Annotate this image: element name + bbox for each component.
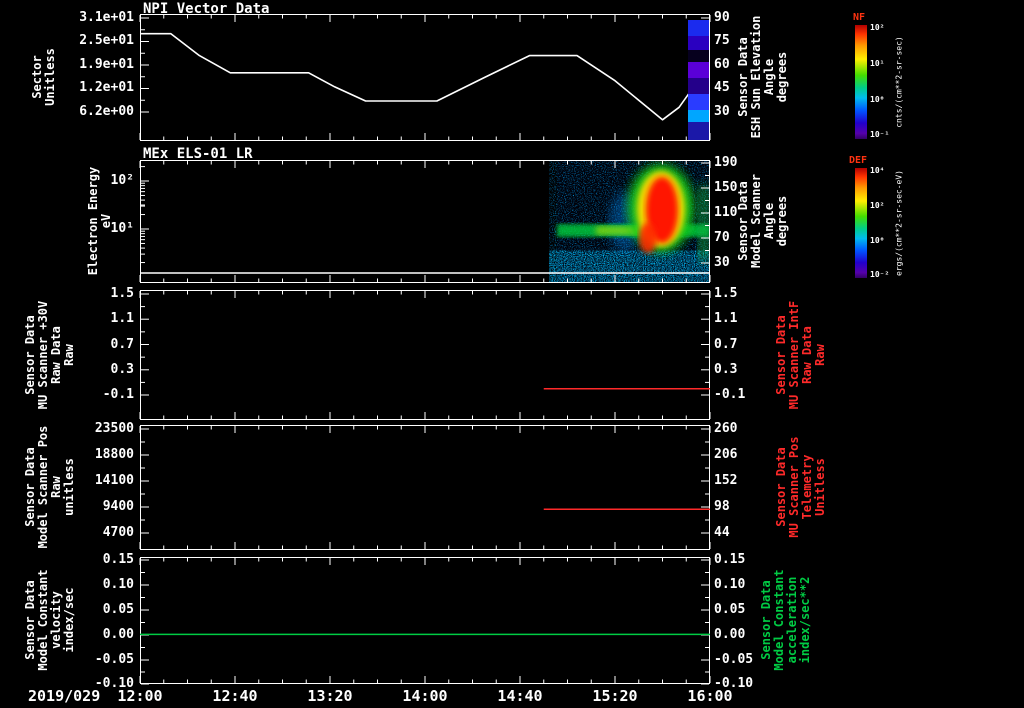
p5-right-tick-2: 0.05 (714, 602, 746, 617)
p1-right-tick-1: 75 (714, 33, 730, 48)
x-tick-0: 12:00 (117, 687, 163, 705)
p4-left-label: Sensor Data Model Scanner Pos Raw unitle… (23, 425, 76, 549)
def-colorbar-unit: ergs/(cm**2-sr-sec-eV) (894, 170, 904, 276)
p2-right-tick-3: 70 (714, 230, 730, 245)
p4-left-tick-1: 18800 (94, 447, 134, 462)
x-tick-5: 15:20 (592, 687, 638, 705)
p5-right-tick-0: 0.15 (714, 552, 746, 567)
x-tick-3: 14:00 (402, 687, 448, 705)
p4-right-tick-1: 206 (714, 447, 738, 462)
p2-left-label: Electron Energy eV (86, 166, 113, 276)
p2-right-tick-2: 110 (714, 205, 738, 220)
p4-right-tick-3: 98 (714, 499, 730, 514)
x-tick-1: 12:40 (212, 687, 258, 705)
nf-cb-tick-3: 10⁻¹ (870, 130, 890, 139)
p5-left-tick-2: 0.05 (102, 602, 134, 617)
p3-right-label: Sensor Data MU Scanner IntF Raw Data Raw (774, 300, 827, 410)
p5-left-tick-3: 0.00 (102, 627, 134, 642)
p1-right-tick-4: 30 (714, 104, 730, 119)
nf-cb-tick-2: 10⁰ (870, 95, 885, 104)
p3-left-tick-0: 1.5 (110, 286, 134, 301)
panel1-title: NPI Vector Data (143, 1, 270, 17)
p2-right-tick-4: 30 (714, 255, 730, 270)
p2-right-label: Sensor Data Model Scanner Angle degrees (736, 174, 789, 268)
p1-right-tick-0: 90 (714, 10, 730, 25)
p1-right-tick-3: 45 (714, 80, 730, 95)
p4-left-tick-3: 9400 (102, 499, 134, 514)
p2-right-tick-0: 190 (714, 155, 738, 170)
p4-left-tick-0: 23500 (94, 421, 134, 436)
p5-right-tick-5: -0.10 (714, 676, 754, 691)
panel2-title: MEx ELS-01 LR (143, 146, 253, 162)
p3-left-tick-3: 0.3 (110, 362, 134, 377)
p3-right-tick-4: -0.1 (714, 387, 746, 402)
nf-colorbar-unit: cnts/(cm**2-sr-sec) (894, 36, 904, 128)
def-colorbar-title: DEF (849, 155, 868, 166)
p4-right-tick-2: 152 (714, 473, 738, 488)
p2-left-tick-1: 10¹ (110, 221, 134, 236)
p5-left-tick-0: 0.15 (102, 552, 134, 567)
p3-left-tick-1: 1.1 (110, 311, 134, 326)
p5-left-tick-1: 0.10 (102, 577, 134, 592)
p1-right-tick-2: 60 (714, 57, 730, 72)
def-cb-tick-3: 10⁻² (870, 270, 890, 279)
p5-right-tick-4: -0.05 (714, 652, 754, 667)
nf-cb-tick-0: 10² (870, 23, 885, 32)
p1-left-label: Sector Unitless (30, 48, 57, 106)
p4-right-label: Sensor Data MU Scanner Pos Telemetry Uni… (774, 436, 827, 538)
nf-cb-tick-1: 10¹ (870, 59, 885, 68)
p1-left-tick-0: 3.1e+01 (79, 10, 134, 25)
x-tick-4: 14:40 (497, 687, 543, 705)
p3-right-tick-0: 1.5 (714, 286, 738, 301)
p5-right-label: Sensor Data Model Constant acceleration … (759, 569, 812, 671)
p1-left-tick-2: 1.9e+01 (79, 57, 134, 72)
x-tick-2: 13:20 (307, 687, 353, 705)
p2-left-tick-0: 10² (110, 173, 134, 188)
p3-right-tick-1: 1.1 (714, 311, 738, 326)
def-cb-tick-0: 10⁴ (870, 166, 885, 175)
p1-left-tick-3: 1.2e+01 (79, 80, 134, 95)
p5-right-tick-1: 0.10 (714, 577, 746, 592)
nf-colorbar (855, 25, 867, 139)
date-label: 2019/029 (28, 687, 101, 705)
p5-left-tick-5: -0.10 (94, 676, 134, 691)
p3-left-label: Sensor Data MU Scanner +30V Raw Data Raw (23, 300, 76, 410)
p3-left-tick-2: 0.7 (110, 337, 134, 352)
p2-right-tick-1: 150 (714, 180, 738, 195)
p4-left-tick-4: 4700 (102, 525, 134, 540)
p1-left-tick-4: 6.2e+00 (79, 104, 134, 119)
els-spectrogram (557, 161, 710, 282)
nf-colorbar-title: NF (853, 12, 866, 23)
def-colorbar (855, 168, 867, 278)
p4-right-tick-4: 44 (714, 525, 730, 540)
p4-right-tick-0: 260 (714, 421, 738, 436)
p3-right-tick-3: 0.3 (714, 362, 738, 377)
p3-right-tick-2: 0.7 (714, 337, 738, 352)
x-tick-6: 16:00 (687, 687, 733, 705)
p3-left-tick-4: -0.1 (102, 387, 134, 402)
p5-left-label: Sensor Data Model Constant velocity inde… (23, 569, 76, 671)
def-cb-tick-1: 10² (870, 201, 885, 210)
p1-left-tick-1: 2.5e+01 (79, 33, 134, 48)
p4-left-tick-2: 14100 (94, 473, 134, 488)
p5-right-tick-3: 0.00 (714, 627, 746, 642)
def-cb-tick-2: 10⁰ (870, 236, 885, 245)
p5-left-tick-4: -0.05 (94, 652, 134, 667)
p1-right-label: Sensor Data ESH Sun Elevation Angle degr… (736, 15, 789, 139)
